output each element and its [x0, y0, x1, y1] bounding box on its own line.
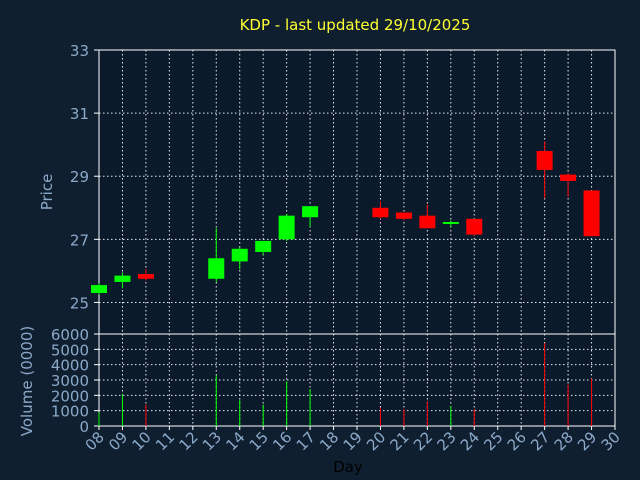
x-tick-label: 23: [433, 428, 459, 454]
x-tick-label: 25: [480, 428, 506, 454]
x-tick-label: 22: [410, 428, 436, 454]
x-tick-label: 19: [340, 428, 366, 454]
price-tick-label: 27: [70, 231, 89, 249]
candle-down: [372, 207, 389, 218]
volume-tick-label: 2000: [51, 387, 89, 405]
price-axis-label: Price: [38, 174, 56, 211]
x-tick-label: 24: [457, 428, 483, 454]
x-tick-label: 30: [598, 428, 624, 454]
x-tick-label: 28: [551, 428, 577, 454]
candle-up: [278, 215, 295, 240]
x-tick-label: 13: [199, 428, 225, 454]
candle-down: [395, 212, 412, 219]
chart-title: KDP - last updated 29/10/2025: [240, 16, 471, 34]
price-tick-label: 25: [70, 294, 89, 312]
price-tick-label: 29: [70, 168, 89, 186]
volume-tick-label: 1000: [51, 403, 89, 421]
volume-tick-label: 6000: [51, 326, 89, 344]
candle-up: [208, 258, 225, 279]
candle-up: [255, 240, 272, 252]
x-tick-label: 09: [105, 428, 131, 454]
candle-up: [231, 248, 248, 262]
candle-up: [442, 221, 459, 224]
candle-down: [583, 190, 600, 237]
volume-tick-label: 3000: [51, 372, 89, 390]
price-tick-label: 33: [70, 42, 89, 60]
x-tick-label: 12: [175, 428, 201, 454]
x-tick-label: 16: [269, 428, 295, 454]
candle-down: [536, 150, 553, 170]
x-tick-label: 27: [527, 428, 553, 454]
x-tick-label: 20: [363, 428, 389, 454]
volume-tick-label: 5000: [51, 341, 89, 359]
candle-down: [137, 274, 154, 279]
volume-tick-label: 4000: [51, 357, 89, 375]
candle-down: [560, 174, 577, 181]
x-axis-label: Day: [333, 458, 363, 476]
x-tick-label: 15: [246, 428, 272, 454]
x-tick-label: 10: [129, 428, 155, 454]
candle-up: [91, 285, 107, 293]
x-tick-label: 14: [222, 428, 248, 454]
x-tick-label: 29: [574, 428, 600, 454]
x-tick-label: 18: [316, 428, 342, 454]
price-tick-label: 31: [70, 105, 89, 123]
x-tick-label: 26: [504, 428, 530, 454]
candle-down: [419, 215, 436, 229]
volume-tick-label: 0: [79, 418, 89, 436]
x-tick-label: 21: [387, 428, 413, 454]
candle-up: [114, 275, 131, 282]
x-tick-label: 11: [152, 428, 178, 454]
volume-axis-label: Volume (0000): [18, 326, 36, 436]
candle-down: [466, 218, 483, 235]
candle-up: [302, 206, 319, 218]
x-tick-label: 17: [293, 428, 319, 454]
